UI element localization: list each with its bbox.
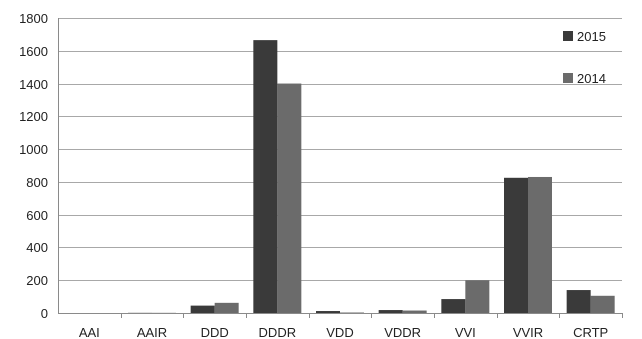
x-tick-label: VDDR — [384, 325, 421, 339]
bar-2014-dddr — [277, 83, 302, 313]
gridlines — [58, 18, 622, 281]
bar-2014-crtp — [590, 295, 615, 313]
bar-2015-vddr — [378, 310, 403, 313]
x-tick-label: AAIR — [137, 325, 167, 339]
y-tick-label: 800 — [26, 175, 48, 190]
y-tick-label: 600 — [26, 208, 48, 223]
x-tick-labels: AAI AAIR DDD DDDR VDD VDDR VVI VVIR CRTP — [79, 325, 608, 339]
axes — [58, 18, 623, 318]
y-tick-label: 1200 — [19, 109, 48, 124]
bars — [128, 40, 615, 313]
bar-2015-vvi — [441, 299, 466, 313]
bar-2015-dddr — [253, 40, 278, 313]
legend-swatch-2014 — [563, 73, 573, 83]
x-tick-label: DDD — [201, 325, 229, 339]
bar-2014-vvi — [465, 280, 490, 313]
y-tick-label: 400 — [26, 240, 48, 255]
bar-2014-vddr — [402, 310, 427, 313]
legend: 2015 2014 — [563, 29, 606, 86]
x-tick-label: VDD — [326, 325, 353, 339]
x-tick-label: VVI — [455, 325, 476, 339]
y-tick-label: 0 — [41, 306, 48, 321]
y-tick-labels: 0 200 400 600 800 1000 1200 1400 1600 1800 — [19, 11, 48, 321]
y-tick-label: 1600 — [19, 44, 48, 59]
bar-2015-vvir — [504, 177, 528, 313]
bar-2015-vdd — [316, 311, 340, 313]
legend-label-2014: 2014 — [577, 71, 606, 86]
x-tick-label: AAI — [79, 325, 100, 339]
x-tick-label: DDDR — [259, 325, 297, 339]
x-tick-label: CRTP — [573, 325, 608, 339]
bar-2015-crtp — [566, 290, 591, 313]
y-tick-label: 1400 — [19, 77, 48, 92]
legend-label-2015: 2015 — [577, 29, 606, 44]
bar-2014-ddd — [214, 302, 239, 313]
bar-2015-ddd — [190, 305, 215, 313]
bar-2014-vvir — [528, 176, 552, 313]
y-tick-label: 1000 — [19, 142, 48, 157]
x-tick-label: VVIR — [513, 325, 543, 339]
y-tick-label: 1800 — [19, 11, 48, 26]
y-tick-label: 200 — [26, 273, 48, 288]
legend-swatch-2015 — [563, 31, 573, 41]
